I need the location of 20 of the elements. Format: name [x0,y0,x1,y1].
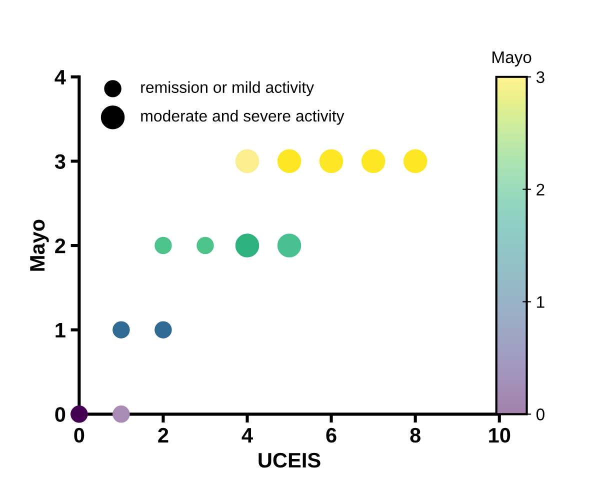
color-bar-title: Mayo [492,52,532,66]
y-axis-title: Mayo [30,220,49,271]
x-tick-label: 2 [158,428,168,442]
x-tick-label: 10 [489,428,510,443]
x-axis-title: UCEIS [258,452,320,468]
color-bar-label: 2 [536,184,544,196]
annotation: moderate and severe activity [141,110,344,125]
y-tick-label: 3 [54,154,66,169]
annotation: remission or mild activity [141,81,314,96]
color-bar-label: 1 [537,296,544,308]
x-tick-label: 6 [326,428,336,443]
y-tick-label: 1 [56,323,66,338]
y-tick-label: 4 [54,70,66,84]
x-tick-label: 4 [242,428,253,442]
x-tick-label: 8 [410,428,420,443]
y-tick-label: 0 [55,407,66,422]
color-bar-label: 0 [536,408,544,420]
y-tick-label: 2 [55,238,66,254]
color-bar-label: 3 [536,71,544,84]
x-tick-label: 0 [74,428,84,443]
